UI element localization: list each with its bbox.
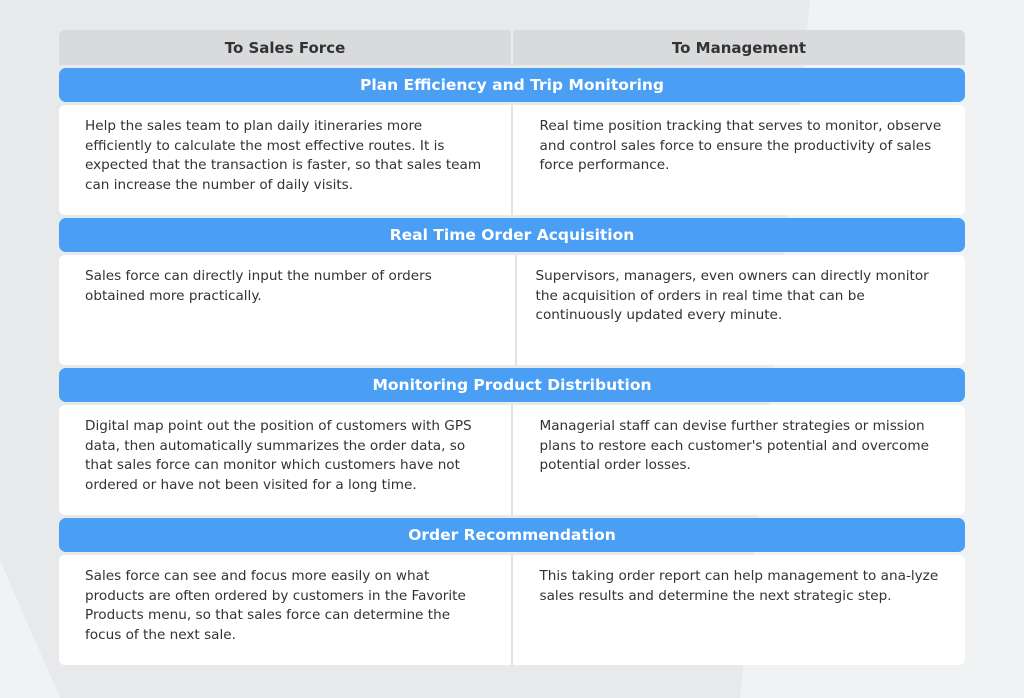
management-cell: Real time position tracking that serves … <box>539 118 942 173</box>
management-cell: This taking order report can help manage… <box>539 568 939 604</box>
table-row: Sales force can see and focus more easil… <box>59 555 965 665</box>
sales-force-cell: Digital map point out the position of cu… <box>59 405 513 515</box>
column-header-row: To Sales Force To Management <box>59 30 965 65</box>
sales-force-cell: Help the sales team to plan daily itiner… <box>59 105 513 215</box>
table-row: Help the sales team to plan daily itiner… <box>59 105 965 215</box>
comparison-table: To Sales Force To Management Plan Effici… <box>59 30 965 665</box>
management-cell: Supervisors, managers, even owners can d… <box>535 268 929 323</box>
section-header: Order Recommendation <box>59 518 965 552</box>
section-header: Real Time Order Acquisition <box>59 218 965 252</box>
sales-force-cell: Sales force can directly input the numbe… <box>59 255 517 365</box>
table-row: Sales force can directly input the numbe… <box>59 255 965 365</box>
section-header: Plan Efficiency and Trip Monitoring <box>59 68 965 102</box>
table-row: Digital map point out the position of cu… <box>59 405 965 515</box>
management-cell: Managerial staff can devise further stra… <box>539 418 929 473</box>
sales-force-cell: Sales force can see and focus more easil… <box>59 555 513 665</box>
column-header-management: To Management <box>671 38 807 57</box>
column-header-sales-force: To Sales Force <box>59 30 513 65</box>
section-header: Monitoring Product Distribution <box>59 368 965 402</box>
